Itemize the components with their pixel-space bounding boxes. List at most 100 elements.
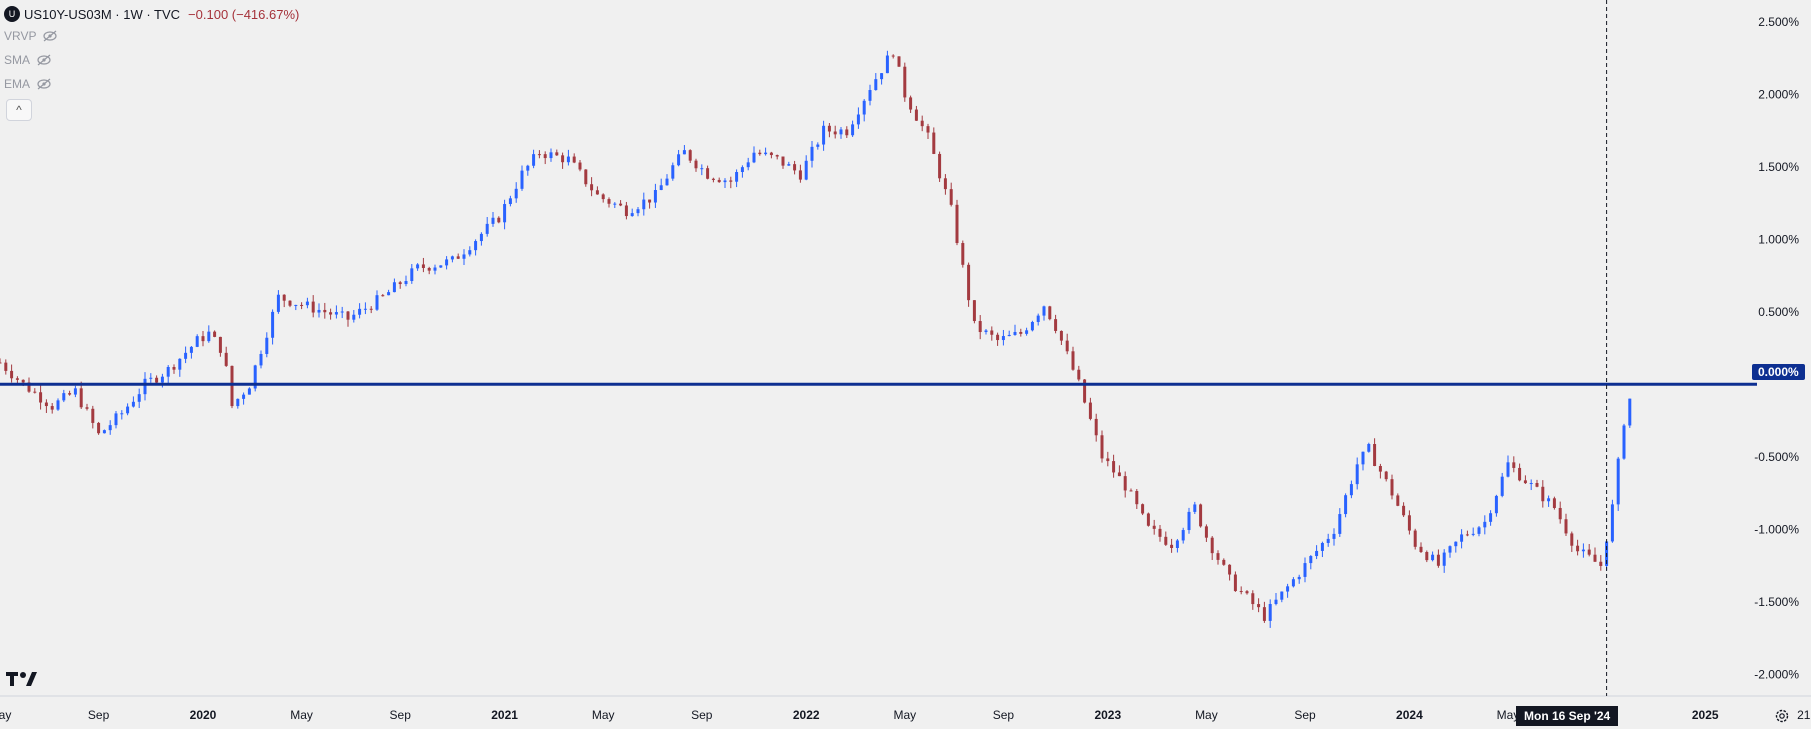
symbol-title[interactable]: US10Y-US03M · 1W · TVC (24, 6, 181, 22)
candle-body (717, 179, 721, 183)
indicator-label: VRVP (4, 29, 37, 43)
candle-body (1448, 546, 1452, 553)
candle-body (1141, 504, 1145, 514)
candle-body (56, 400, 60, 410)
candle-body (1622, 425, 1626, 459)
candle-body (897, 56, 901, 67)
candle-body (172, 366, 176, 370)
candle-body (10, 370, 14, 379)
candle-body (416, 264, 420, 269)
candle-body (862, 100, 866, 115)
candle-body (1558, 507, 1562, 520)
candle-body (1222, 559, 1226, 565)
collapse-legend-button[interactable]: ^ (6, 99, 32, 121)
candle-body (114, 413, 118, 426)
candle-body (1303, 563, 1307, 577)
candle-body (630, 213, 634, 217)
eye-off-icon[interactable] (42, 30, 58, 42)
candle-body (126, 406, 130, 414)
candle-body (363, 308, 367, 310)
candle-body (247, 388, 251, 395)
candle-body (775, 155, 779, 157)
candle-body (1361, 451, 1365, 465)
price-axis[interactable]: 2.500% 2.000% 1.500% 1.000% 0.500% -0.500% -1.… (1754, 15, 1799, 682)
candle-body (671, 165, 675, 179)
candle-body (352, 314, 356, 320)
candle-body (1059, 330, 1063, 341)
candle-body (537, 154, 541, 156)
candle-body (143, 378, 147, 395)
candle-body (578, 162, 582, 170)
candle-body (1175, 540, 1179, 549)
price-axis-label: -1.500% (1754, 595, 1799, 609)
candle-body (1471, 533, 1475, 535)
time-axis-label: 2025 (1692, 708, 1719, 722)
candle-body (1581, 549, 1585, 552)
candle-body (375, 295, 379, 310)
candle-body (387, 292, 391, 296)
candle-body (561, 155, 565, 163)
candle-body (97, 422, 101, 434)
candle-body (1117, 472, 1121, 477)
candle-body (1291, 579, 1295, 587)
time-axis-label: May (290, 708, 313, 722)
candle-body (1564, 519, 1568, 534)
candle-body (659, 185, 663, 191)
candle-body (1431, 554, 1435, 561)
time-axis[interactable]: May Sep 2020 May Sep 2021 May Sep 2022 May Sep 2023… (0, 708, 1811, 722)
settings-gear-icon[interactable] (1774, 708, 1790, 724)
indicator-vrvp[interactable]: VRVP (4, 24, 299, 48)
candle-body (967, 264, 971, 301)
candle-body (189, 346, 193, 353)
price-axis-label: -0.500% (1754, 450, 1799, 464)
price-axis-label: 2.500% (1758, 15, 1799, 29)
candle-body (607, 199, 611, 204)
indicator-sma[interactable]: SMA (4, 48, 299, 72)
candle-body (1088, 402, 1092, 419)
candle-body (1216, 553, 1220, 560)
candle-body (1286, 586, 1290, 592)
time-axis-label: May (0, 708, 11, 722)
candle-body (1454, 541, 1458, 547)
candle-body (601, 194, 605, 200)
candle-body (346, 311, 350, 320)
candle-body (1315, 550, 1319, 557)
candle-body (740, 167, 744, 173)
indicator-ema[interactable]: EMA (4, 72, 299, 96)
candle-body (1071, 351, 1075, 370)
candle-body (131, 401, 135, 407)
candle-body (1384, 471, 1388, 480)
candle-body (984, 330, 988, 333)
candle-body (909, 97, 913, 110)
candle-body (462, 254, 466, 259)
eye-off-icon[interactable] (36, 54, 52, 66)
candle-body (1390, 479, 1394, 496)
candle-body (1262, 607, 1266, 621)
symbol-logo-icon[interactable]: U (4, 6, 20, 22)
candle-body (1460, 534, 1464, 542)
candle-body (1065, 340, 1069, 352)
eye-off-icon[interactable] (36, 78, 52, 90)
candle-body (1367, 443, 1371, 452)
candle-body (996, 334, 1000, 341)
candle-body (711, 178, 715, 180)
candle-body (1355, 464, 1359, 485)
candle-body (21, 379, 25, 383)
tradingview-logo-icon[interactable] (6, 670, 38, 688)
candle-body (39, 392, 43, 403)
candle-body (677, 154, 681, 166)
candle-body (851, 124, 855, 136)
candle-body (816, 144, 820, 147)
candle-body (1030, 321, 1034, 331)
candle-body (50, 406, 54, 410)
candle-body (155, 377, 159, 383)
price-axis-label: 1.000% (1758, 232, 1799, 246)
candle-body (1036, 315, 1040, 322)
candle-body (1506, 462, 1510, 477)
candle-body (166, 366, 170, 377)
candle-body (294, 304, 298, 306)
candle-body (723, 180, 727, 183)
time-axis-label: 21 (1797, 708, 1811, 722)
candle-body (4, 362, 8, 371)
